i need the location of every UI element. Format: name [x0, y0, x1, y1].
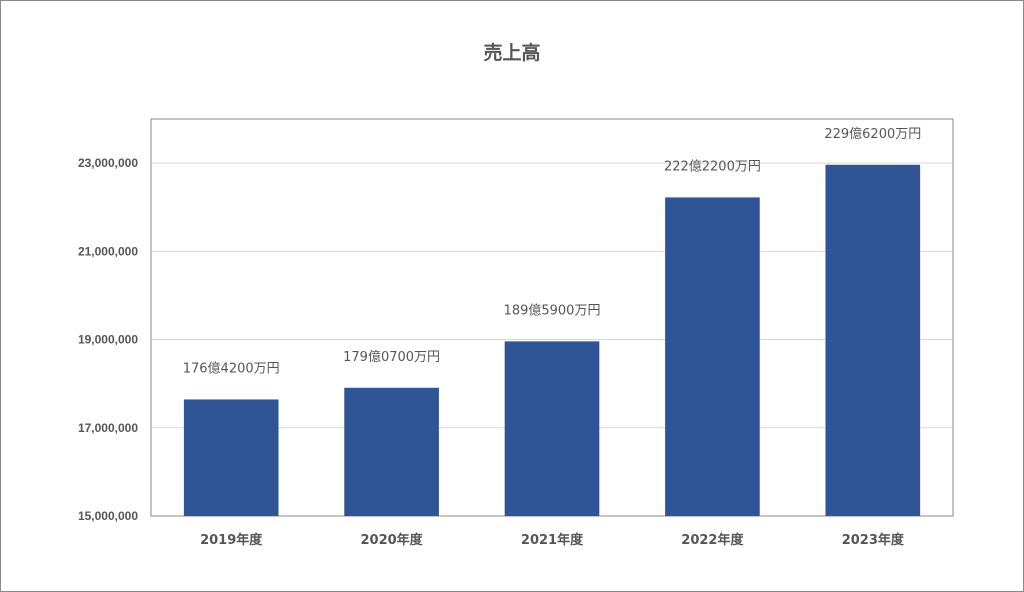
y-tick-label: 19,000,000 [78, 333, 138, 347]
data-labels: 176億4200万円 179億0700万円 189億5900万円 222億2200万円… [183, 126, 922, 377]
x-tick-label: 2020年度 [361, 532, 424, 548]
y-tick-label: 21,000,000 [78, 244, 138, 258]
bars [183, 164, 921, 516]
bar [504, 341, 600, 516]
y-tick-label: 23,000,000 [78, 156, 138, 170]
bar [183, 399, 279, 516]
bar [344, 387, 439, 516]
data-label: 229億6200万円 [824, 126, 921, 142]
data-label: 189億5900万円 [504, 302, 601, 318]
bar [665, 197, 760, 516]
data-label: 176億4200万円 [183, 360, 280, 376]
x-axis-ticks: 2019年度 2020年度 2021年度 2022年度 2023年度 [200, 532, 905, 548]
y-tick-label: 17,000,000 [78, 421, 138, 435]
x-tick-label: 2021年度 [521, 532, 584, 548]
bar [825, 164, 921, 516]
x-tick-label: 2022年度 [681, 532, 744, 548]
y-tick-label: 15,000,000 [78, 509, 138, 523]
data-label: 179億0700万円 [343, 349, 440, 365]
y-axis-ticks: 15,000,000 17,000,000 19,000,000 21,000,000… [78, 156, 138, 523]
chart-title: 売上高 [483, 42, 541, 64]
x-tick-label: 2023年度 [842, 532, 905, 548]
data-label: 222億2200万円 [664, 158, 761, 174]
x-tick-label: 2019年度 [200, 532, 263, 548]
